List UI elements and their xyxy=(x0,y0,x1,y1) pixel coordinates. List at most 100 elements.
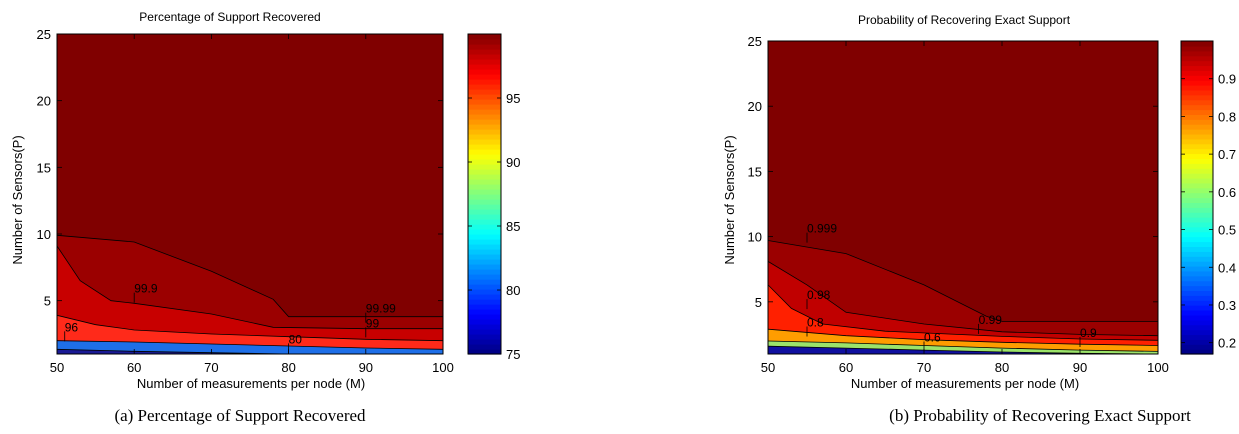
colorbar-cell-37 xyxy=(1181,168,1213,174)
colorbar-cell-60 xyxy=(1181,55,1213,62)
colorbar-cell-56 xyxy=(1181,75,1213,81)
colorbar-frame xyxy=(467,33,502,355)
colorbar-cell-45 xyxy=(1181,129,1213,135)
colorbar-cell-4 xyxy=(468,329,501,335)
colorbar-cell-24 xyxy=(1181,231,1213,238)
colorbar-cell-28 xyxy=(468,209,501,215)
colorbar-tick-label-2: 85 xyxy=(506,219,520,234)
colorbar-cell-27 xyxy=(468,214,501,220)
colorbar-cell-31 xyxy=(468,194,501,200)
contour-region-1 xyxy=(57,340,443,354)
colorbar-tick-label-5: 0.7 xyxy=(1218,147,1236,162)
colorbar-cell-54 xyxy=(1181,85,1213,91)
colorbar-cell-56 xyxy=(468,69,501,75)
colorbar-cell-4 xyxy=(1181,329,1213,336)
colorbar-cell-44 xyxy=(468,129,501,135)
colorbar-cell-39 xyxy=(1181,158,1213,164)
chart-a-title: Percentage of Support Recovered xyxy=(139,10,320,24)
contour-line-4 xyxy=(56,234,443,318)
colorbar-cell-10 xyxy=(1181,300,1213,306)
colorbar-cell-14 xyxy=(1181,280,1213,287)
x-tick-label-1: 60 xyxy=(127,360,141,375)
colorbar-cell-45 xyxy=(468,124,501,130)
y-tick-label-2: 15 xyxy=(748,164,762,179)
colorbar-cell-34 xyxy=(1181,182,1213,189)
colorbar-tick-label-7: 0.9 xyxy=(1218,72,1236,87)
y-tick-label-3: 20 xyxy=(37,94,51,109)
plot-area-b: 0.6 0.8 0.9 0.98 0.99 0.999 50 60 70 80 90 100 5 10 15… xyxy=(748,34,1169,375)
colorbar-cell-33 xyxy=(1181,187,1213,194)
y-tick-label-4: 25 xyxy=(748,34,762,49)
chart-b: Probability of Recovering Exact Support … xyxy=(722,13,1236,425)
colorbar-cell-48 xyxy=(468,109,501,115)
colorbar-cell-15 xyxy=(468,274,501,280)
colorbar-cell-11 xyxy=(468,294,501,300)
colorbar-cell-50 xyxy=(468,99,501,105)
colorbar-tick-label-4: 0.6 xyxy=(1218,185,1236,200)
colorbar-cell-48 xyxy=(1181,114,1213,120)
colorbar-cell-16 xyxy=(1181,270,1213,277)
x-tick-label-4: 90 xyxy=(359,360,373,375)
x-tick-label-2: 70 xyxy=(204,360,218,375)
colorbar-cell-21 xyxy=(1181,246,1213,252)
colorbar-cell-46 xyxy=(1181,124,1213,130)
contour-line-2 xyxy=(767,328,1159,346)
colorbar-cell-16 xyxy=(468,269,501,275)
colorbar-tick-label-0: 0.2 xyxy=(1218,336,1236,351)
colorbar-cell-36 xyxy=(468,169,501,175)
colorbar-cell-23 xyxy=(468,234,501,240)
colorbar-cell-42 xyxy=(468,139,501,145)
colorbar-cell-23 xyxy=(1181,236,1213,243)
colorbar-cell-57 xyxy=(1181,70,1213,76)
colorbar-cell-47 xyxy=(1181,119,1213,125)
colorbar-cell-53 xyxy=(1181,89,1213,96)
contour-region-0 xyxy=(768,346,1158,354)
colorbar-tick-label-6: 0.8 xyxy=(1218,109,1236,124)
colorbar-cell-18 xyxy=(468,259,501,265)
colorbar-cell-25 xyxy=(1181,226,1213,233)
colorbar-cell-26 xyxy=(468,219,501,225)
contour-label-1: 80 xyxy=(289,332,303,346)
contour-line-3 xyxy=(56,245,443,330)
colorbar-cell-52 xyxy=(468,89,501,95)
colorbar-cell-57 xyxy=(468,64,501,70)
x-tick-label-5: 100 xyxy=(1147,360,1169,375)
colorbar-cell-26 xyxy=(1181,221,1213,228)
colorbar-cell-40 xyxy=(1181,153,1213,159)
colorbar-cell-49 xyxy=(468,104,501,110)
plot-area-a: 80 96 99 99.9 99.99 50 60 70 80 90 100 5 10 15 20 25 xyxy=(37,27,454,375)
colorbar-cell-2 xyxy=(468,339,501,345)
colorbar-cell-5 xyxy=(1181,324,1213,331)
colorbar-tick-label-4: 95 xyxy=(506,91,520,106)
colorbar-cell-9 xyxy=(468,304,501,310)
contour-line-2 xyxy=(56,314,444,342)
colorbar-cell-51 xyxy=(468,94,501,100)
y-tick-label-1: 10 xyxy=(37,227,51,242)
colorbar-cell-21 xyxy=(468,244,501,250)
chart-b-ylabel: Number of Sensors(P) xyxy=(722,135,737,264)
colorbar-cell-8 xyxy=(468,309,501,315)
colorbar-cell-37 xyxy=(468,164,501,170)
colorbar-cell-44 xyxy=(1181,133,1213,140)
colorbar-cell-49 xyxy=(1181,109,1213,115)
x-tick-label-3: 80 xyxy=(995,360,1009,375)
colorbar-cell-41 xyxy=(468,144,501,150)
colorbar-cell-39 xyxy=(468,154,501,160)
contour-label-1: 0.6 xyxy=(924,331,941,345)
colorbar-cell-13 xyxy=(1181,285,1213,292)
colorbar-cell-19 xyxy=(1181,256,1213,262)
contour-label-4: 0.98 xyxy=(807,288,831,302)
colorbar-cell-35 xyxy=(1181,177,1213,184)
colorbar-tick-label-3: 90 xyxy=(506,155,520,170)
colorbar-cell-19 xyxy=(468,254,501,260)
colorbar-cell-55 xyxy=(468,74,501,80)
colorbar-cell-52 xyxy=(1181,94,1213,101)
colorbar-cell-40 xyxy=(468,149,501,155)
chart-a-ylabel: Number of Sensors(P) xyxy=(10,135,25,264)
colorbar-cell-22 xyxy=(468,239,501,245)
colorbar-cell-55 xyxy=(1181,80,1213,86)
colorbar-cell-27 xyxy=(1181,217,1213,223)
colorbar-cell-38 xyxy=(468,159,501,165)
colorbar-cell-3 xyxy=(1181,334,1213,340)
